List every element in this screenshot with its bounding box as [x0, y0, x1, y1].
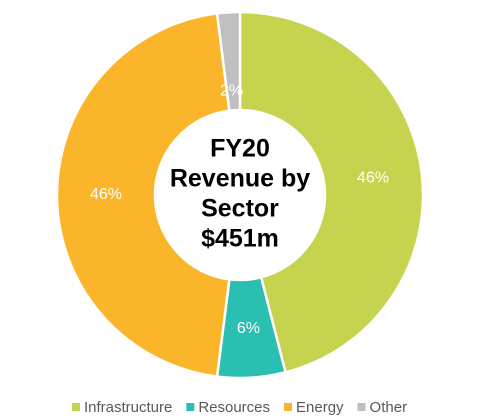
- value-label: 2%: [220, 82, 243, 99]
- value-label: 46%: [90, 186, 122, 203]
- value-label: 6%: [237, 320, 260, 337]
- legend-label: Energy: [296, 399, 344, 416]
- center-text: $451m: [201, 225, 279, 253]
- legend-label: Other: [370, 399, 408, 416]
- center-text: Revenue by: [170, 165, 310, 193]
- legend-swatch: [71, 403, 80, 411]
- center-text: Sector: [201, 195, 279, 223]
- legend-label: Infrastructure: [84, 399, 172, 416]
- slice: [215, 10, 242, 113]
- center-text: FY20: [210, 135, 270, 163]
- legend-swatch: [357, 403, 366, 411]
- value-label: 46%: [357, 169, 389, 186]
- legend-swatch: [284, 403, 293, 411]
- slice: [55, 12, 231, 378]
- slice: [238, 10, 425, 374]
- legend-label: Resources: [198, 399, 270, 416]
- legend-swatch: [186, 403, 195, 411]
